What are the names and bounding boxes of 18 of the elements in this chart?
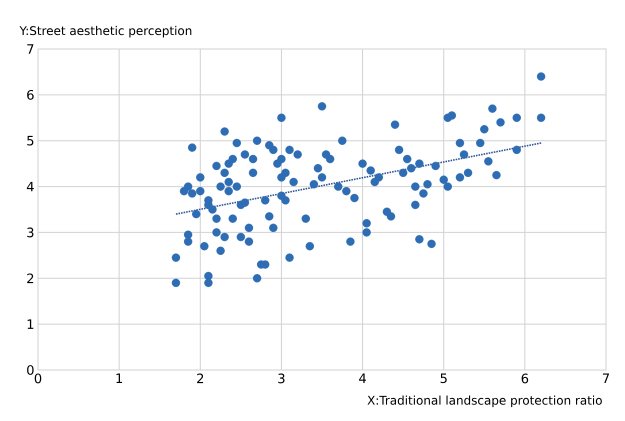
x-tick-label: 1 <box>116 374 122 383</box>
x-tick-label: 3 <box>278 374 285 384</box>
y-axis-title: Y:Street aesthetic perception <box>20 26 192 38</box>
x-tick-label: 2 <box>197 374 204 384</box>
y-tick-label: 1 <box>28 319 34 329</box>
y-tick-label: 3 <box>27 228 34 238</box>
y-tick-label: 4 <box>26 182 34 192</box>
y-tick-label: 6 <box>27 90 34 100</box>
x-tick-label: 0 <box>34 374 42 384</box>
y-tick-label: 7 <box>27 44 34 54</box>
y-tick-label: 0 <box>27 365 34 375</box>
y-tick-label: 2 <box>27 273 34 284</box>
x-tick-label: 5 <box>440 374 447 384</box>
x-axis-title: X:Traditional landscape protection ratio <box>367 396 602 408</box>
x-tick-label: 7 <box>602 374 610 383</box>
x-tick-label: 4 <box>359 374 366 383</box>
x-tick-label: 6 <box>522 374 528 384</box>
y-tick-label: 5 <box>27 136 34 146</box>
